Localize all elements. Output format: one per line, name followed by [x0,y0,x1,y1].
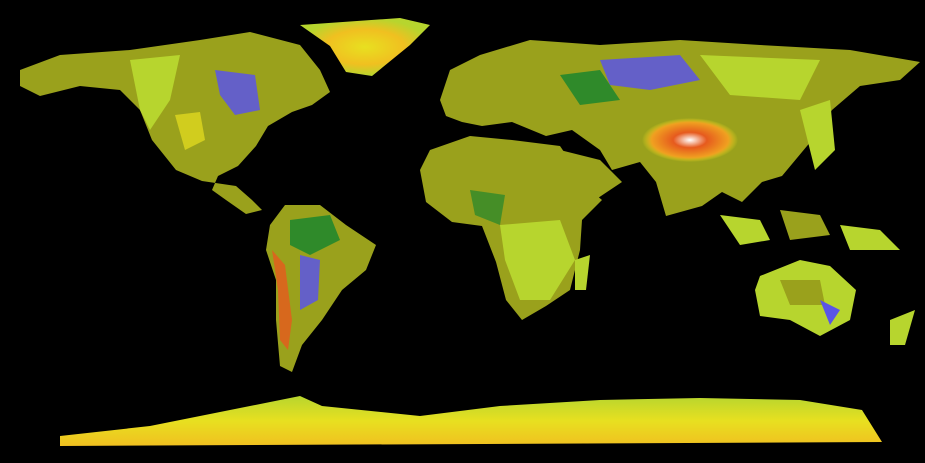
tibetan-plateau [642,118,738,162]
eurasia [440,40,920,216]
australia [755,260,915,345]
arabia [560,150,622,202]
greenland [300,18,430,76]
south-america [266,205,376,372]
new-zealand [890,310,915,345]
north-america [20,32,330,214]
africa [420,136,622,320]
antarctica [60,396,882,446]
southeast-asia-islands [720,100,900,250]
madagascar [575,255,590,290]
